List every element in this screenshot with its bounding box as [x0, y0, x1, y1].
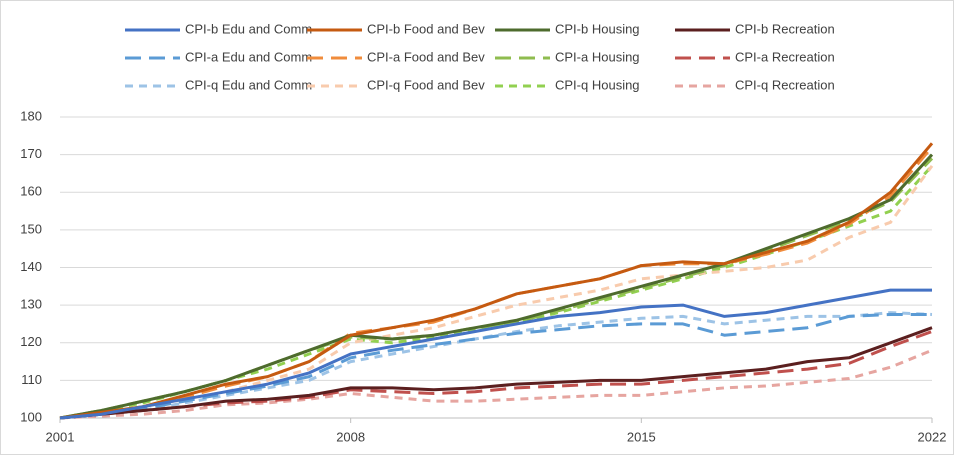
series-line	[59, 326, 933, 420]
legend-label: CPI-q Recreation	[735, 77, 835, 92]
x-tick-label: 2015	[627, 429, 656, 444]
legend-label: CPI-a Edu and Comm	[185, 49, 312, 64]
legend-label: CPI-a Recreation	[735, 49, 835, 64]
y-tick-label: 110	[21, 372, 42, 387]
series-line	[59, 142, 934, 420]
series-line	[59, 153, 934, 420]
legend-label: CPI-b Edu and Comm	[185, 21, 312, 36]
y-tick-label: 100	[20, 409, 42, 424]
series-line	[59, 311, 933, 420]
legend-label: CPI-q Housing	[555, 77, 640, 92]
legend-label: CPI-b Recreation	[735, 21, 835, 36]
y-tick-label: 170	[20, 146, 42, 161]
legend-label: CPI-q Food and Bev	[367, 77, 485, 92]
y-tick-label: 180	[20, 108, 42, 123]
series-line	[59, 288, 932, 420]
y-tick-label: 160	[20, 184, 42, 199]
y-tick-label: 120	[20, 334, 42, 349]
series-line	[59, 146, 934, 420]
y-tick-label: 150	[20, 221, 42, 236]
x-tick-label: 2001	[46, 429, 75, 444]
y-tick-label: 140	[20, 259, 42, 274]
legend-label: CPI-b Food and Bev	[367, 21, 485, 36]
legend-label: CPI-b Housing	[555, 21, 640, 36]
legend-label: CPI-a Housing	[555, 49, 640, 64]
y-tick-label: 130	[20, 297, 42, 312]
legend-label: CPI-a Food and Bev	[367, 49, 485, 64]
x-tick-label: 2022	[918, 429, 947, 444]
x-tick-label: 2008	[336, 429, 365, 444]
series-line	[59, 348, 933, 420]
series-line	[59, 313, 932, 420]
legend-label: CPI-q Edu and Comm	[185, 77, 312, 92]
